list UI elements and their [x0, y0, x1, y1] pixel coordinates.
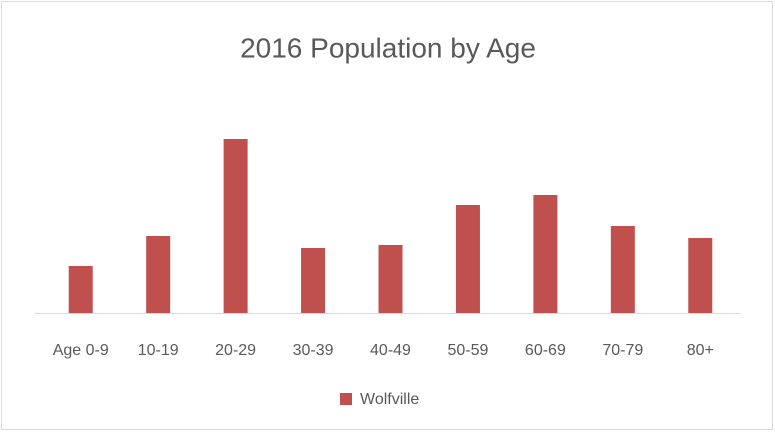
- chart-title: 2016 Population by Age: [240, 32, 536, 63]
- bar: [301, 248, 326, 313]
- x-tick-label: 30-39: [293, 342, 334, 359]
- chart-border: [1, 1, 773, 430]
- legend-swatch: [340, 393, 352, 405]
- x-tick-label: Age 0-9: [53, 342, 109, 359]
- x-tick-label: 80+: [687, 342, 714, 359]
- bar: [68, 266, 93, 313]
- bar: [610, 226, 635, 313]
- x-tick-label: 10-19: [138, 342, 179, 359]
- x-tick-label: 20-29: [215, 342, 256, 359]
- legend-label: Wolfville: [360, 391, 419, 408]
- bar: [378, 245, 403, 313]
- x-tick-label: 70-79: [602, 342, 643, 359]
- bar: [688, 238, 713, 313]
- x-tick-label: 40-49: [370, 342, 411, 359]
- bar: [455, 205, 480, 313]
- x-tick-label: 50-59: [447, 342, 488, 359]
- bar: [146, 236, 171, 313]
- bar: [223, 139, 248, 313]
- x-tick-label: 60-69: [525, 342, 566, 359]
- bar: [533, 195, 558, 313]
